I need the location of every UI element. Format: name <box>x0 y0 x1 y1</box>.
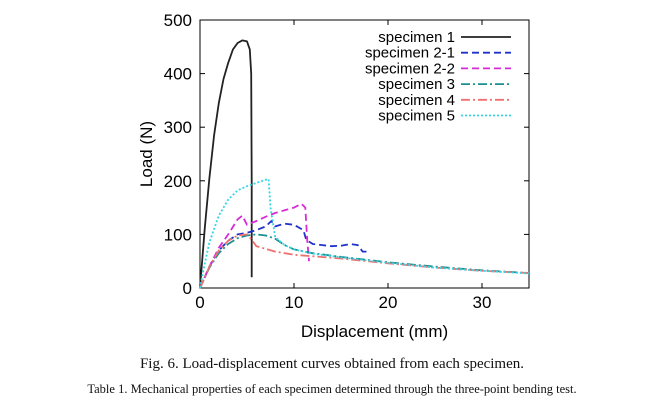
legend-label: specimen 3 <box>378 76 455 93</box>
x-axis-label: Displacement (mm) <box>301 322 448 341</box>
series-line-4 <box>199 233 530 289</box>
series-line-2 <box>199 220 370 289</box>
y-tick-label: 500 <box>164 11 192 30</box>
y-axis-ticks: 0 100 200 300 400 500 <box>164 11 529 298</box>
table-caption: Table 1. Mechanical properties of each s… <box>87 382 577 396</box>
figure-caption: Fig. 6. Load-displacement curves obtaine… <box>139 356 525 372</box>
legend-label: specimen 5 <box>378 108 455 125</box>
x-tick-label: 0 <box>195 293 204 312</box>
series-lines <box>199 39 530 289</box>
x-tick-label: 10 <box>285 293 304 312</box>
y-tick-label: 400 <box>164 65 192 84</box>
y-tick-label: 200 <box>164 172 192 191</box>
legend-label: specimen 1 <box>378 29 455 46</box>
y-tick-label: 100 <box>164 225 192 244</box>
series-line-1 <box>199 39 253 289</box>
y-tick-label: 300 <box>164 118 192 137</box>
y-axis-label: Load (N) <box>137 121 156 187</box>
series-line-6 <box>199 178 530 289</box>
series-line-3 <box>199 202 310 289</box>
plot-frame <box>199 19 530 289</box>
x-tick-label: 20 <box>379 293 398 312</box>
legend-label: specimen 4 <box>378 92 455 109</box>
series-line-5 <box>199 233 530 289</box>
legend-label: specimen 2-1 <box>365 45 455 62</box>
y-tick-label: 0 <box>183 279 192 298</box>
x-tick-label: 30 <box>473 293 492 312</box>
legend-label: specimen 2-2 <box>365 60 455 77</box>
